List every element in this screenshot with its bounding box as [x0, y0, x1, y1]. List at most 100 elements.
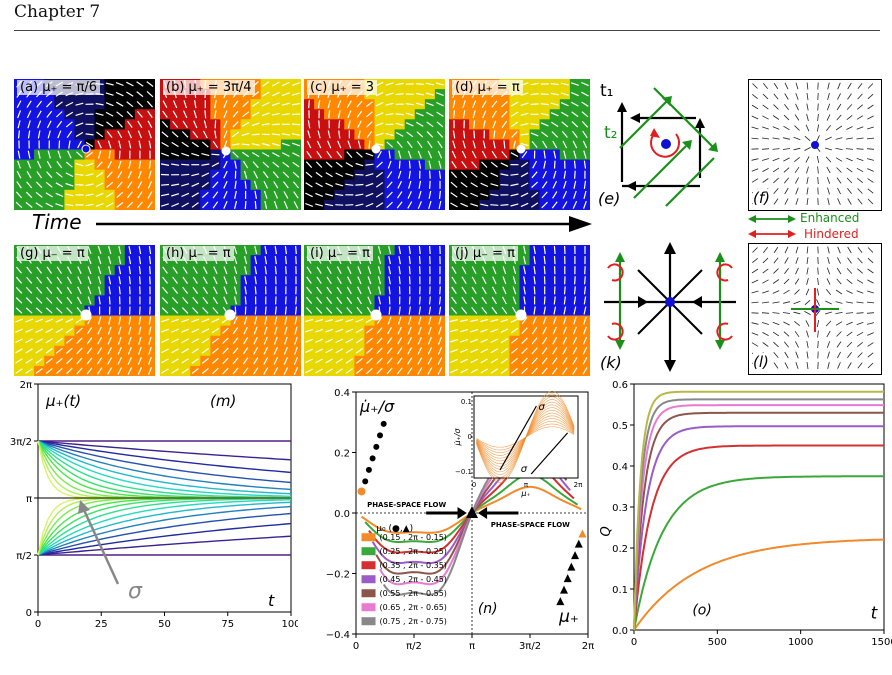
director-arrow [325, 203, 334, 207]
director-arrow [36, 160, 42, 169]
director-arrow [45, 307, 53, 314]
panel-f: (f) [748, 79, 882, 211]
director-arrow [377, 150, 382, 159]
director-arrow [563, 286, 566, 295]
x-tick-label: 1000 [788, 637, 813, 648]
director-arrow [108, 150, 111, 159]
director-arrow [366, 357, 373, 365]
director-arrow [281, 102, 290, 106]
n-panel-label: (n) [478, 601, 498, 617]
field-dash [795, 341, 799, 348]
director-arrow [161, 358, 169, 364]
director-arrow [128, 336, 132, 345]
enhanced-label: Enhanced [800, 211, 860, 225]
field-dash [762, 115, 769, 120]
director-arrow [293, 367, 299, 375]
director-arrow [305, 318, 314, 323]
director-arrow [233, 286, 238, 295]
director-arrow [306, 150, 312, 159]
director-arrow [335, 368, 343, 374]
director-arrow [181, 348, 189, 354]
field-dash [804, 311, 811, 315]
director-arrow [366, 337, 373, 344]
director-arrow [241, 132, 250, 137]
director-arrow [520, 161, 529, 168]
field-dash [857, 93, 863, 100]
director-arrow [136, 91, 144, 98]
field-dash [773, 268, 779, 274]
director-arrow [345, 162, 354, 168]
o-xlabel: t [871, 603, 879, 623]
field-dash [773, 198, 779, 205]
field-dash [751, 178, 759, 183]
director-arrow [375, 112, 384, 117]
field-dash [783, 331, 790, 337]
field-dash [825, 136, 832, 141]
field-dash [794, 320, 800, 327]
legend-entry: (0.75 , 2π - 0.75) [380, 617, 447, 626]
director-arrow [562, 140, 568, 149]
field-dash [762, 247, 769, 253]
director-arrow [86, 347, 93, 355]
director-arrow [480, 193, 489, 197]
field-dash [867, 93, 874, 100]
director-arrow [138, 256, 142, 265]
director-arrow [202, 307, 209, 314]
director-arrow [346, 307, 353, 314]
director-arrow [271, 133, 280, 136]
director-arrow [56, 286, 63, 294]
director-arrow [201, 318, 210, 323]
director-arrow [366, 111, 373, 118]
director-arrow [356, 296, 362, 305]
field-dash [836, 177, 842, 184]
director-arrow [291, 82, 300, 86]
director-arrow [530, 123, 539, 126]
director-arrow [573, 150, 577, 159]
director-arrow [204, 110, 207, 119]
field-dash [856, 279, 864, 284]
director-arrow [543, 160, 547, 169]
director-arrow [223, 160, 228, 169]
director-arrow [283, 201, 289, 209]
field-dash [856, 331, 864, 337]
director-arrow [181, 131, 189, 138]
director-arrow [316, 296, 323, 304]
panel-h-label: (h) μ₋ = π [163, 246, 234, 261]
director-arrow [162, 266, 168, 274]
director-arrow [129, 286, 131, 295]
director-arrow [452, 140, 456, 149]
director-arrow [292, 161, 300, 168]
director-arrow [65, 172, 74, 178]
director-arrow [396, 357, 403, 365]
director-arrow [66, 276, 72, 285]
director-arrow [405, 103, 414, 106]
field-dash [866, 137, 875, 140]
director-arrow [16, 266, 22, 274]
director-arrow [450, 348, 459, 353]
director-arrow [273, 201, 278, 209]
field-dash [751, 322, 759, 325]
director-arrow [571, 101, 579, 107]
director-arrow [530, 82, 539, 86]
field-dash [856, 290, 864, 294]
director-arrow [563, 150, 567, 159]
end-marker [563, 574, 572, 583]
field-dash [762, 332, 769, 336]
director-arrow [523, 256, 526, 265]
director-arrow [161, 338, 169, 343]
director-arrow [75, 112, 84, 116]
field-dash [772, 157, 780, 162]
field-dash [752, 257, 758, 264]
field-dash [847, 351, 852, 359]
director-arrow [582, 336, 588, 345]
director-arrow [272, 171, 279, 179]
director-arrow [147, 120, 153, 129]
director-arrow [530, 132, 539, 137]
director-arrow [191, 328, 200, 333]
legend-swatch [361, 589, 376, 598]
director-arrow [253, 347, 259, 355]
director-arrow [552, 316, 557, 325]
director-arrow [15, 191, 23, 199]
director-arrow [271, 123, 280, 126]
field-dash [794, 156, 800, 163]
